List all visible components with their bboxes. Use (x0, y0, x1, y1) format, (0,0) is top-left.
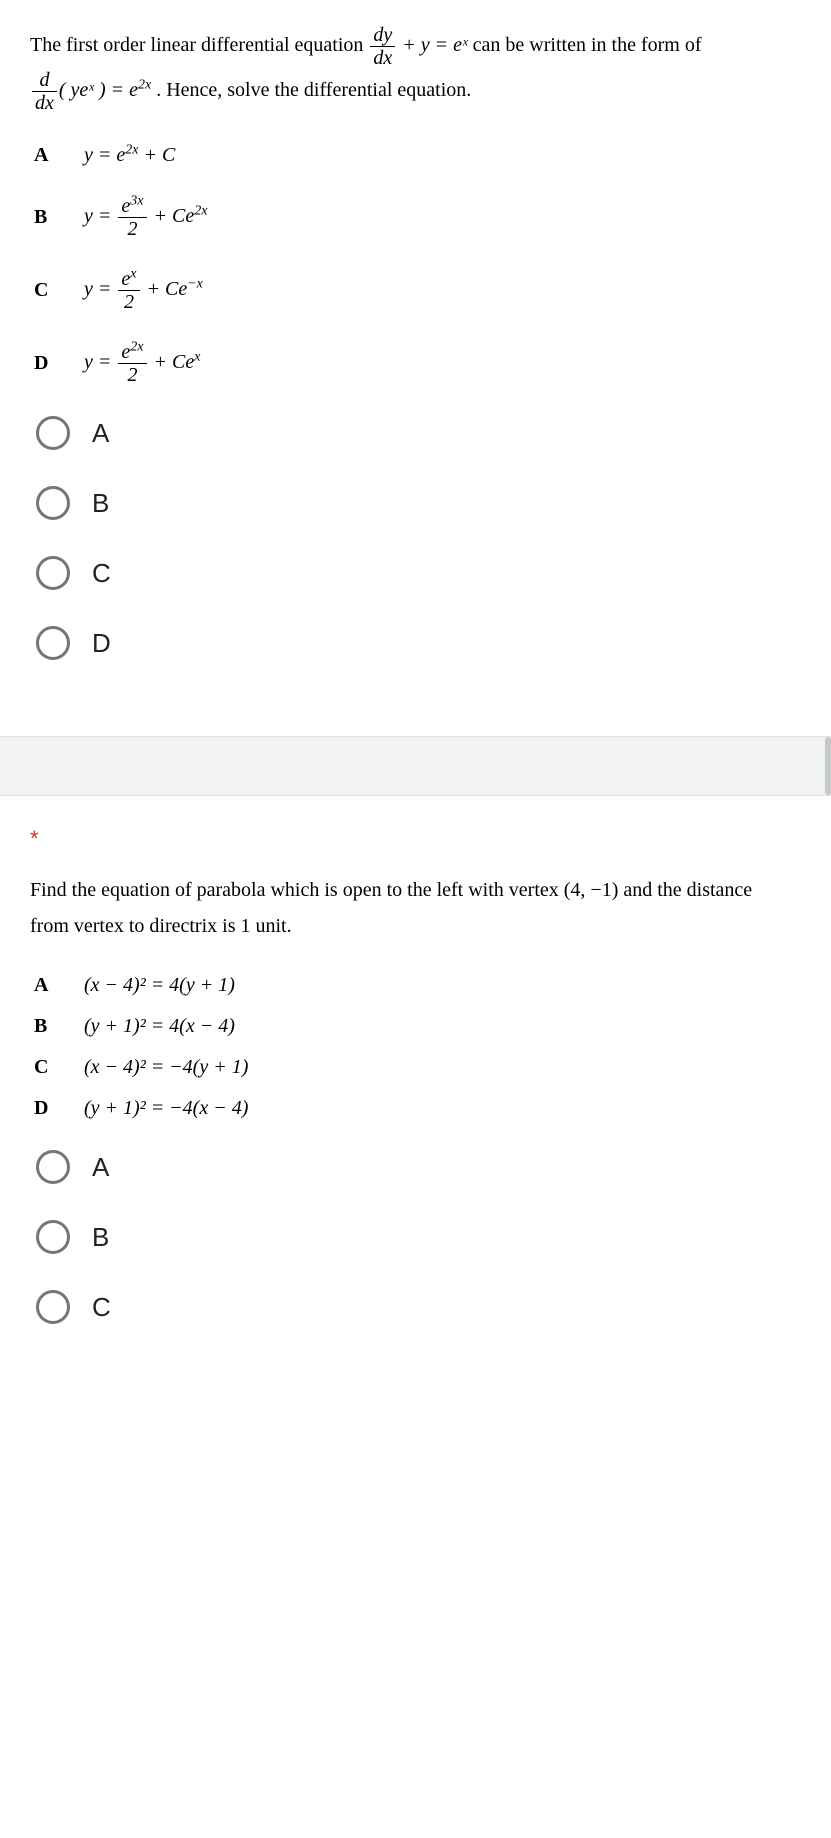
q2-text-line1: Find the equation of parabola which is o… (30, 879, 752, 901)
radio-icon (36, 1150, 70, 1184)
q2-text: Find the equation of parabola which is o… (30, 872, 801, 944)
q1-radio-c[interactable]: C (36, 556, 801, 590)
q1-ans-c-letter: C (34, 279, 84, 302)
q2-answer-b: B (y + 1)² = 4(x − 4) (34, 1015, 801, 1038)
q1-eq1-rest: + y = eˣ (397, 34, 467, 56)
q2-radio-group: A B C (36, 1150, 801, 1324)
q2-ans-a-letter: A (34, 974, 84, 997)
q1-text: The first order linear differential equa… (30, 24, 801, 114)
q1-text-part1: The first order linear differential equa… (30, 34, 368, 56)
q1-text-part3: . Hence, solve the differential equation… (156, 79, 471, 101)
q1-eq2-frac: d dx (32, 69, 57, 114)
question-2: Find the equation of parabola which is o… (0, 862, 831, 1400)
q1-ans-d-letter: D (34, 352, 84, 375)
q2-radio-a[interactable]: A (36, 1150, 801, 1184)
q1-eq2-rest1: ( yeˣ ) = e (59, 79, 138, 101)
radio-icon (36, 626, 70, 660)
q2-answer-d: D (y + 1)² = −4(x − 4) (34, 1097, 801, 1120)
q1-answer-d: D y = e2x2 + Cex (34, 341, 801, 386)
q2-text-line2: from vertex to directrix is 1 unit. (30, 915, 292, 937)
q1-radio-b-label: B (92, 488, 109, 519)
q1-radio-b[interactable]: B (36, 486, 801, 520)
q2-radio-c[interactable]: C (36, 1290, 801, 1324)
q1-eq2-sup: 2x (138, 77, 151, 92)
q1-eq1-num: dy (370, 24, 395, 47)
q2-ans-d-letter: D (34, 1097, 84, 1120)
q1-eq2-den: dx (32, 92, 57, 114)
q2-radio-a-label: A (92, 1152, 109, 1183)
q2-ans-c-expr: (x − 4)² = −4(y + 1) (84, 1056, 248, 1079)
section-divider (0, 736, 831, 796)
q2-ans-d-expr: (y + 1)² = −4(x − 4) (84, 1097, 248, 1120)
q1-radio-c-label: C (92, 558, 111, 589)
q1-ans-c-expr: y = ex2 + Ce−x (84, 268, 203, 313)
q2-answer-a: A (x − 4)² = 4(y + 1) (34, 974, 801, 997)
q2-ans-a-expr: (x − 4)² = 4(y + 1) (84, 974, 235, 997)
q1-radio-d-label: D (92, 628, 111, 659)
radio-icon (36, 486, 70, 520)
q1-ans-d-expr: y = e2x2 + Cex (84, 341, 200, 386)
q2-answer-table: A (x − 4)² = 4(y + 1) B (y + 1)² = 4(x −… (34, 974, 801, 1120)
q2-answer-c: C (x − 4)² = −4(y + 1) (34, 1056, 801, 1079)
q1-eq1: dy dx + y = eˣ (368, 34, 472, 56)
q1-eq2-num: d (32, 69, 57, 92)
q1-ans-a-expr: y = e2x + C (84, 144, 175, 167)
radio-icon (36, 556, 70, 590)
radio-icon (36, 416, 70, 450)
q1-ans-a-letter: A (34, 144, 84, 167)
q1-text-part2: can be written in the form of (473, 34, 702, 56)
q1-ans-b-expr: y = e3x2 + Ce2x (84, 195, 207, 240)
radio-icon (36, 1290, 70, 1324)
q1-radio-d[interactable]: D (36, 626, 801, 660)
required-marker: * (0, 796, 831, 862)
q1-eq2: d dx ( yeˣ ) = e2x (30, 79, 156, 101)
q2-radio-b-label: B (92, 1222, 109, 1253)
q1-answer-c: C y = ex2 + Ce−x (34, 268, 801, 313)
radio-icon (36, 1220, 70, 1254)
q1-answer-a: A y = e2x + C (34, 144, 801, 167)
q1-answer-table: A y = e2x + C B y = e3x2 + Ce2x C y = ex… (34, 144, 801, 386)
question-1: The first order linear differential equa… (0, 0, 831, 736)
q2-radio-b[interactable]: B (36, 1220, 801, 1254)
q1-eq1-frac: dy dx (370, 24, 395, 69)
q1-ans-b-letter: B (34, 206, 84, 229)
q2-ans-c-letter: C (34, 1056, 84, 1079)
q1-radio-a-label: A (92, 418, 109, 449)
q1-radio-group: A B C D (36, 416, 801, 660)
q2-radio-c-label: C (92, 1292, 111, 1323)
q1-eq1-den: dx (370, 47, 395, 69)
q1-radio-a[interactable]: A (36, 416, 801, 450)
q1-answer-b: B y = e3x2 + Ce2x (34, 195, 801, 240)
q2-ans-b-letter: B (34, 1015, 84, 1038)
q2-ans-b-expr: (y + 1)² = 4(x − 4) (84, 1015, 235, 1038)
